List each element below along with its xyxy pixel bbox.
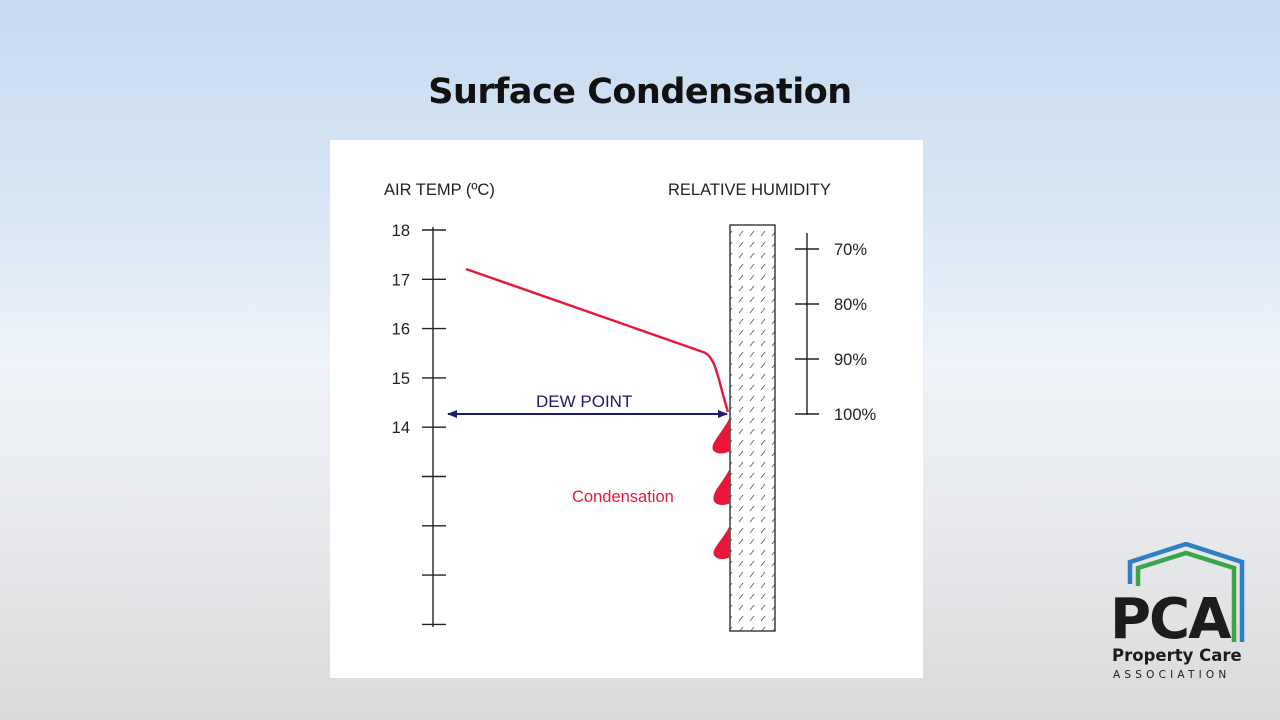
relative-humidity-label: RELATIVE HUMIDITY	[668, 181, 831, 199]
humidity-tick-label: 70%	[834, 241, 867, 259]
condensation-droplet	[712, 417, 730, 454]
humidity-tick-label: 90%	[834, 351, 867, 369]
logo-name: Property Care	[1112, 646, 1242, 665]
logo-roof-inner	[1135, 550, 1237, 642]
condensation-droplet	[713, 525, 730, 559]
temperature-profile-line	[465, 267, 730, 413]
dew-point-label: DEW POINT	[536, 392, 632, 411]
pca-logo: PCA Property Care ASSOCIATION	[1108, 541, 1258, 684]
humidity-tick-label: 80%	[834, 296, 867, 314]
logo-initials: PCA	[1110, 587, 1232, 652]
wall	[729, 224, 776, 632]
temperature-tick-label: 17	[392, 271, 410, 289]
condensation-diagram: AIR TEMP (ºC) RELATIVE HUMIDITY 18 17 16 15…	[330, 140, 923, 678]
humidity-tick-label: 100%	[834, 406, 877, 424]
temperature-ticks: 18 17 16 15 14	[392, 222, 446, 626]
temperature-tick-label: 15	[392, 370, 410, 388]
condensation-droplet	[713, 468, 730, 505]
condensation-droplets	[712, 417, 730, 559]
temperature-tick-label: 18	[392, 222, 410, 240]
slide-title: Surface Condensation	[428, 72, 852, 112]
logo-roof-outer	[1127, 541, 1245, 642]
temperature-tick-label: 16	[392, 321, 410, 339]
logo-subtitle: ASSOCIATION	[1113, 669, 1230, 681]
humidity-ticks: 70% 80% 90% 100%	[795, 241, 877, 424]
air-temp-axis-label: AIR TEMP (ºC)	[384, 181, 495, 199]
temperature-tick-label: 14	[392, 419, 410, 437]
condensation-label: Condensation	[572, 488, 674, 506]
